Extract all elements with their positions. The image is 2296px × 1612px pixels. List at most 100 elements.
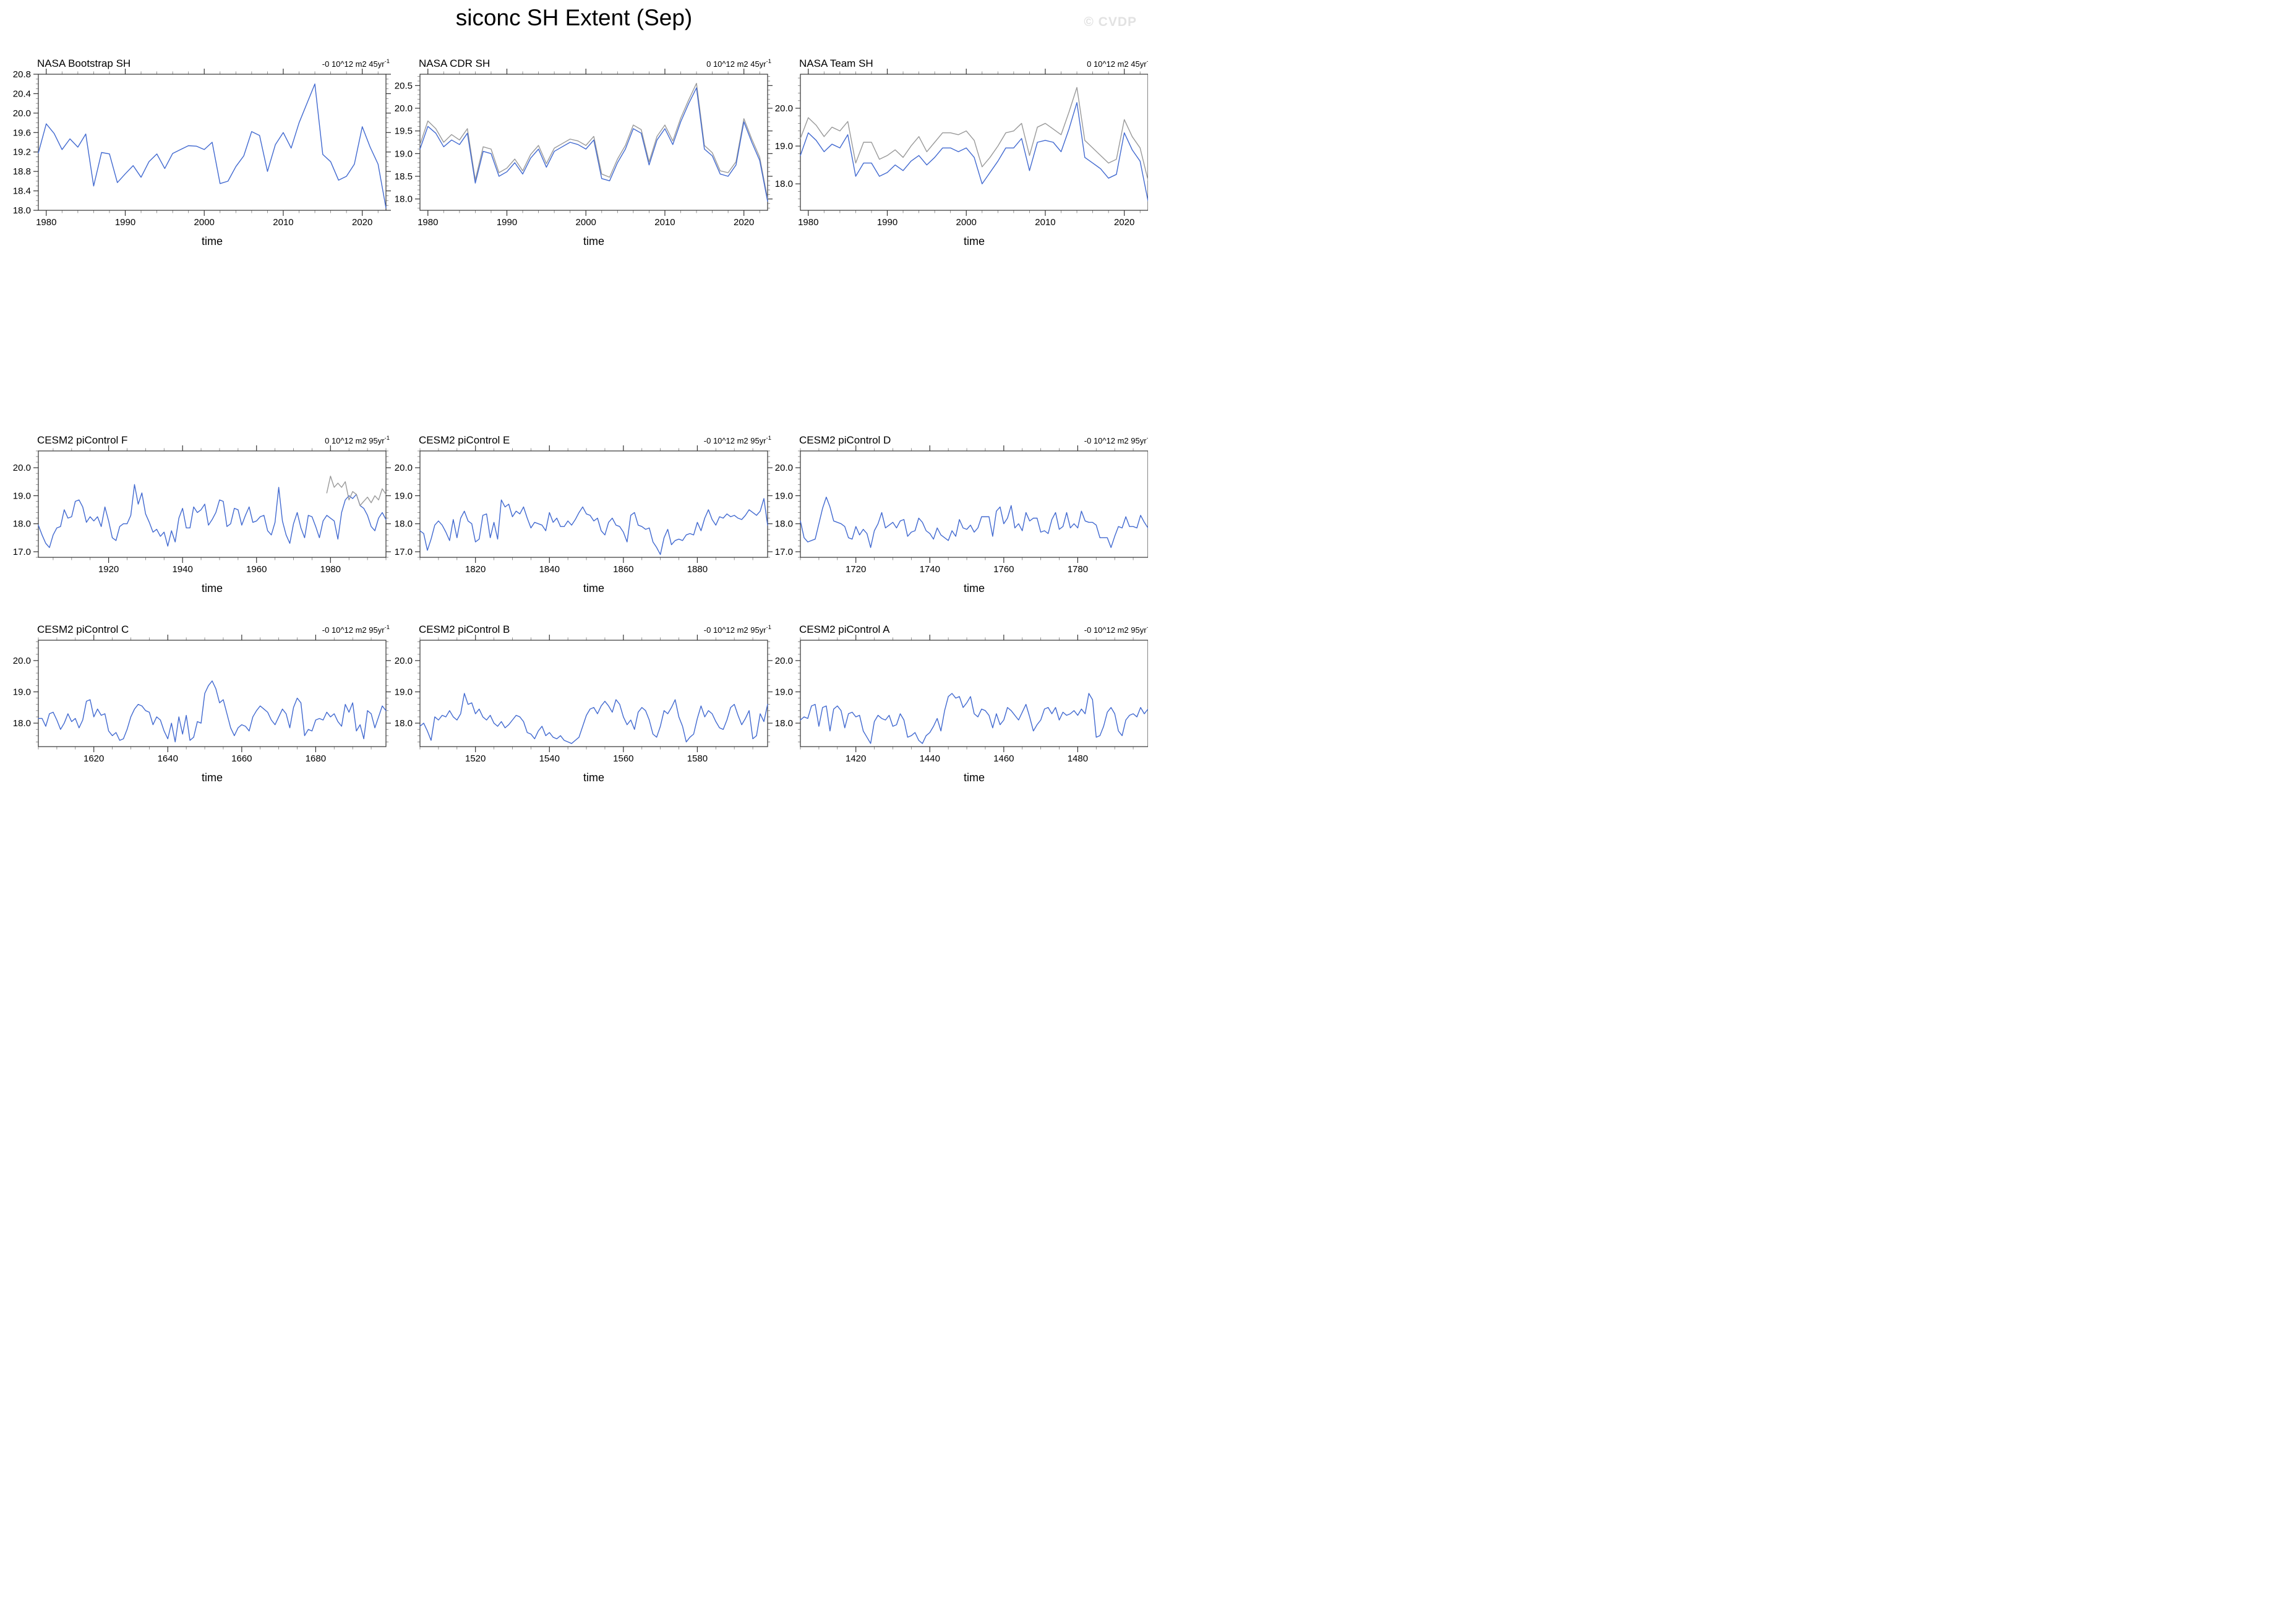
trend-label: -0 10^12 m2 95yr-1 [704,435,771,445]
y-tick-label: 18.0 [775,179,793,189]
y-tick-label: 19.5 [395,126,413,137]
x-tick-label: 1880 [687,564,708,575]
time-axis-label: time [964,235,985,247]
panel-title: CESM2 piControl C [37,624,129,635]
x-tick-label: 1990 [115,217,135,228]
series-line-nasa-team [800,102,1148,202]
x-tick-label: 1420 [846,753,866,764]
x-tick-label: 2000 [576,217,596,228]
panel-title: CESM2 piControl B [419,624,510,635]
y-tick-label: 20.0 [395,463,413,473]
y-tick-label: 17.0 [775,547,793,557]
y-tick-label: 20.5 [395,80,413,91]
x-tick-label: 2010 [273,217,293,228]
x-tick-label: 1520 [465,753,486,764]
trend-label: 0 10^12 m2 45yr-1 [1087,58,1148,69]
y-tick-label: 18.0 [13,718,31,729]
x-tick-label: 1820 [465,564,486,575]
page-title: siconc SH Extent (Sep) [455,5,693,30]
panel-title: CESM2 piControl D [799,434,891,446]
time-axis-label: time [202,771,223,784]
x-tick-label: 2010 [654,217,675,228]
panel-title: CESM2 piControl F [37,434,127,446]
y-tick-label: 20.0 [13,656,31,666]
panel-title: CESM2 piControl A [799,624,890,635]
y-tick-label: 20.0 [13,463,31,473]
x-tick-label: 1960 [246,564,267,575]
cvdp-watermark: © CVDP [1084,15,1137,29]
panel-cesm2-picontrol-a: 18.0 19.0 20.0 1420 1440 1460 1480 CESM2 piCont… [775,624,1148,784]
y-tick-label: 17.0 [395,547,413,557]
trend-label: 0 10^12 m2 45yr-1 [706,58,771,69]
y-tick-label: 18.0 [395,194,413,205]
x-tick-label: 1740 [920,564,940,575]
x-tick-label: 1660 [231,753,252,764]
x-tick-label: 1720 [846,564,866,575]
series-line-cdr-companion [419,82,768,200]
trend-label: -0 10^12 m2 95yr-1 [322,624,390,635]
y-tick-label: 19.0 [395,148,413,159]
series-line-picontrol-c [38,680,387,743]
y-tick-label: 20.4 [13,88,31,99]
panel-title: CESM2 piControl E [419,434,510,446]
y-tick-label: 19.0 [395,687,413,697]
y-tick-label: 19.2 [13,147,31,158]
y-tick-label: 20.0 [13,108,31,119]
x-tick-label: 1680 [306,753,326,764]
y-tick-label: 19.0 [13,687,31,697]
series-line-nasa-cdr [419,87,768,202]
series-line-picontrol-d [800,496,1148,548]
y-tick-label: 19.6 [13,127,31,138]
x-tick-label: 2000 [194,217,215,228]
panel-nasa-cdr-sh: 18.0 18.5 19.0 19.5 20.0 20.5 1980 1990 2000 2010… [395,58,773,247]
panel-cesm2-picontrol-e: 17.0 18.0 19.0 20.0 1820 1840 1860 1880 CESM2 pi… [395,434,773,594]
panel-cesm2-picontrol-d: 17.0 18.0 19.0 20.0 1720 1740 1760 1780 CESM2 pi… [775,434,1148,594]
x-tick-label: 1860 [613,564,633,575]
panel-cesm2-picontrol-c: 18.0 19.0 20.0 1620 1640 1660 1680 CESM2 piCont… [13,624,391,784]
y-tick-label: 20.0 [775,656,793,666]
x-tick-label: 1990 [497,217,517,228]
y-tick-label: 19.0 [13,491,31,501]
y-tick-label: 18.0 [395,718,413,729]
panel-nasa-team-sh: 18.0 19.0 20.0 1980 1990 2000 2010 2020 NASA Tea… [775,58,1148,247]
time-axis-label: time [964,771,985,784]
cvdp-figure-page: siconc SH Extent (Sep) © CVDP 18.0 18.4 18… [0,0,1148,806]
panel-nasa-bootstrap-sh: 18.0 18.4 18.8 19.2 19.6 20.0 20.4 20.8 1980 1990… [13,58,391,247]
panel-title: NASA Bootstrap SH [37,58,131,69]
x-tick-label: 2020 [352,217,372,228]
x-tick-label: 1980 [798,217,818,228]
series-line-picontrol-b [419,693,768,744]
x-tick-label: 1990 [877,217,897,228]
series-line-picontrol-f [38,484,387,548]
x-tick-label: 2010 [1035,217,1055,228]
time-axis-label: time [202,235,223,247]
panel-cesm2-picontrol-f: 17.0 18.0 19.0 20.0 1920 1940 1960 1980 CESM2 pi… [13,434,391,594]
x-tick-label: 1580 [687,753,708,764]
x-tick-label: 1620 [84,753,104,764]
y-tick-label: 18.0 [13,205,31,216]
x-tick-label: 2020 [1114,217,1134,228]
y-tick-label: 18.4 [13,186,31,197]
y-tick-label: 18.5 [395,171,413,182]
series-line-nasa-bootstrap [38,84,387,208]
y-tick-label: 18.8 [13,166,31,177]
y-tick-label: 19.0 [775,491,793,501]
y-tick-label: 20.0 [775,103,793,114]
y-tick-label: 20.0 [395,656,413,666]
x-tick-label: 1640 [158,753,178,764]
y-tick-label: 18.0 [775,519,793,529]
x-tick-label: 1540 [539,753,560,764]
x-tick-label: 1480 [1068,753,1088,764]
x-tick-label: 2020 [734,217,754,228]
trend-label: -0 10^12 m2 95yr-1 [1084,624,1148,635]
x-tick-label: 1460 [993,753,1014,764]
time-axis-label: time [583,235,604,247]
y-tick-label: 19.0 [395,491,413,501]
y-tick-label: 18.0 [775,718,793,729]
x-tick-label: 2000 [956,217,977,228]
y-tick-label: 18.0 [13,519,31,529]
x-tick-label: 1440 [920,753,940,764]
x-tick-label: 1760 [993,564,1014,575]
x-tick-label: 1840 [539,564,560,575]
x-tick-label: 1980 [36,217,56,228]
